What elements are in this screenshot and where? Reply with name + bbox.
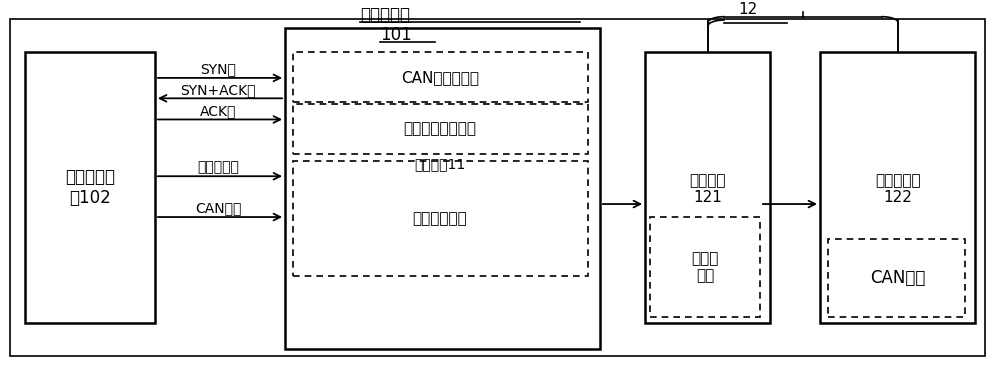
Bar	[820, 52, 975, 323]
Text: 12: 12	[738, 2, 758, 17]
Text: CAN数据包过滤: CAN数据包过滤	[401, 70, 479, 85]
Text: 中央处理器: 中央处理器	[360, 6, 410, 24]
Text: ACK包: ACK包	[200, 104, 236, 118]
Bar	[828, 239, 965, 317]
Text: 101: 101	[380, 26, 412, 44]
Text: CAN处理: CAN处理	[870, 269, 926, 287]
Text: 以太网核
121: 以太网核 121	[690, 173, 726, 206]
Text: 以太网通信: 以太网通信	[197, 161, 239, 175]
Text: CAN通信: CAN通信	[195, 201, 241, 216]
Text: 以太网
处理: 以太网 处理	[691, 251, 719, 283]
Bar	[293, 52, 588, 102]
Text: 其他功能核
122: 其他功能核 122	[875, 173, 921, 206]
Text: 防火墙核11: 防火墙核11	[414, 157, 466, 171]
Text: 以太网请求
端102: 以太网请求 端102	[65, 168, 115, 207]
Bar	[285, 28, 600, 349]
Bar	[650, 217, 760, 317]
Text: 洪水攻击处理: 洪水攻击处理	[413, 211, 467, 226]
Text: SYN包: SYN包	[200, 62, 236, 76]
Bar	[645, 52, 770, 323]
Bar	[293, 104, 588, 154]
Bar	[293, 161, 588, 276]
Bar	[25, 52, 155, 323]
Text: SYN+ACK包: SYN+ACK包	[180, 83, 256, 97]
Text: 以太网数据包过滤: 以太网数据包过滤	[404, 122, 477, 137]
